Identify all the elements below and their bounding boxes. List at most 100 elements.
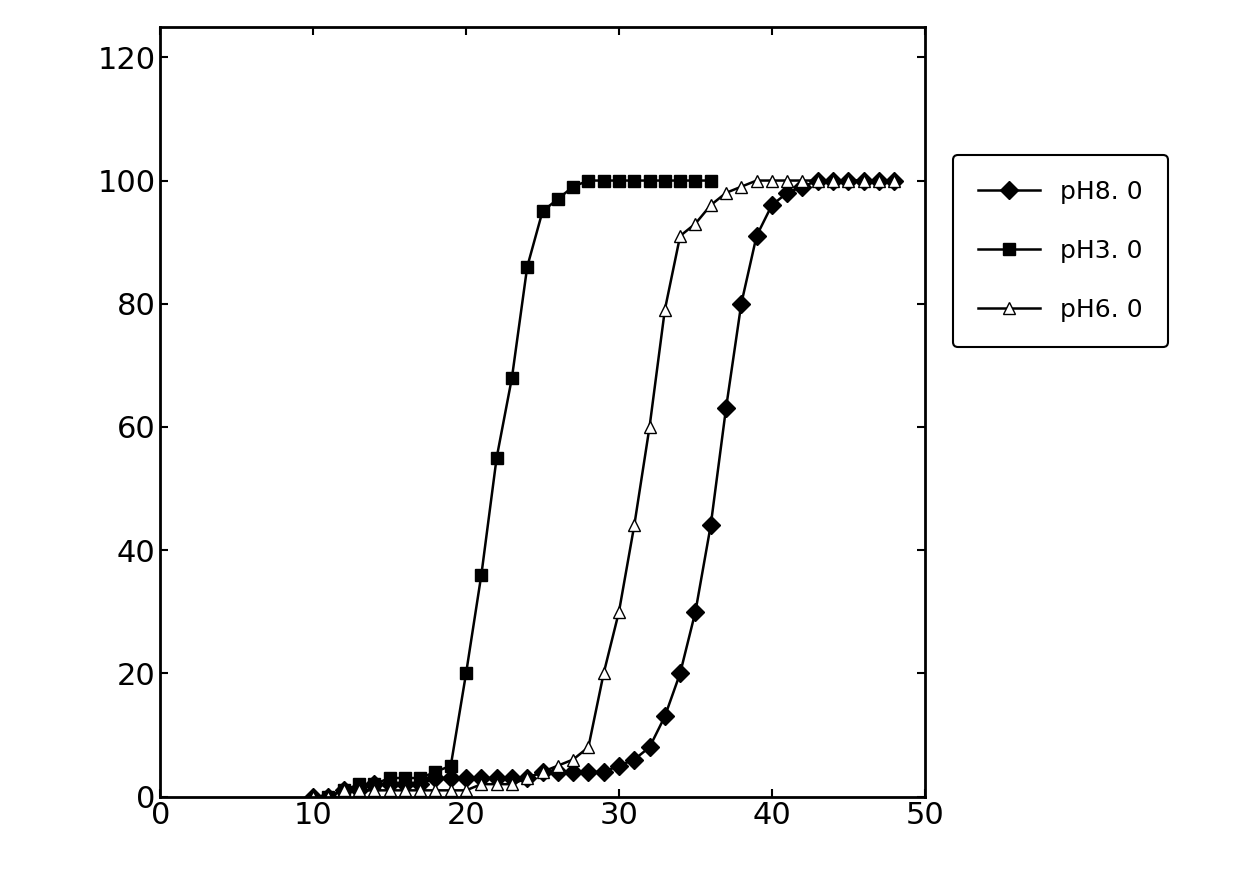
pH6. 0 bbox=[351, 785, 366, 796]
pH6. 0 bbox=[550, 760, 565, 771]
pH8. 0 bbox=[688, 606, 703, 617]
pH6. 0 bbox=[459, 785, 473, 796]
pH3. 0 bbox=[581, 175, 596, 186]
pH8. 0 bbox=[626, 754, 641, 765]
pH8. 0 bbox=[841, 175, 856, 186]
pH3. 0 bbox=[673, 175, 688, 186]
pH3. 0 bbox=[321, 791, 335, 802]
pH8. 0 bbox=[321, 791, 335, 802]
pH8. 0 bbox=[719, 404, 734, 414]
pH3. 0 bbox=[490, 452, 504, 463]
pH8. 0 bbox=[550, 766, 565, 777]
pH3. 0 bbox=[337, 785, 351, 796]
pH6. 0 bbox=[473, 779, 488, 789]
pH8. 0 bbox=[642, 742, 657, 752]
pH3. 0 bbox=[504, 373, 519, 383]
pH3. 0 bbox=[612, 175, 626, 186]
pH6. 0 bbox=[337, 785, 351, 796]
pH8. 0 bbox=[810, 175, 825, 186]
pH6. 0 bbox=[535, 766, 550, 777]
pH6. 0 bbox=[810, 175, 825, 186]
pH6. 0 bbox=[673, 231, 688, 242]
pH8. 0 bbox=[612, 760, 626, 771]
pH3. 0 bbox=[397, 773, 412, 783]
pH8. 0 bbox=[351, 785, 366, 796]
pH6. 0 bbox=[306, 791, 321, 802]
pH6. 0 bbox=[841, 175, 856, 186]
pH8. 0 bbox=[795, 181, 810, 192]
pH6. 0 bbox=[719, 188, 734, 198]
pH6. 0 bbox=[520, 773, 535, 783]
pH6. 0 bbox=[597, 668, 612, 679]
pH8. 0 bbox=[504, 773, 519, 783]
pH8. 0 bbox=[382, 779, 397, 789]
pH6. 0 bbox=[795, 175, 810, 186]
pH8. 0 bbox=[673, 668, 688, 679]
pH8. 0 bbox=[306, 791, 321, 802]
pH8. 0 bbox=[459, 773, 473, 783]
pH6. 0 bbox=[428, 785, 443, 796]
pH8. 0 bbox=[872, 175, 887, 186]
pH8. 0 bbox=[581, 766, 596, 777]
pH6. 0 bbox=[367, 785, 382, 796]
pH6. 0 bbox=[703, 200, 718, 211]
pH3. 0 bbox=[703, 175, 718, 186]
pH8. 0 bbox=[444, 773, 459, 783]
pH6. 0 bbox=[490, 779, 504, 789]
pH3. 0 bbox=[459, 668, 473, 679]
pH3. 0 bbox=[367, 779, 382, 789]
pH3. 0 bbox=[657, 175, 672, 186]
pH3. 0 bbox=[351, 779, 366, 789]
pH6. 0 bbox=[856, 175, 870, 186]
pH6. 0 bbox=[887, 175, 901, 186]
pH8. 0 bbox=[413, 779, 428, 789]
pH6. 0 bbox=[688, 219, 703, 229]
Line: pH6. 0: pH6. 0 bbox=[307, 174, 900, 803]
pH8. 0 bbox=[490, 773, 504, 783]
pH8. 0 bbox=[750, 231, 764, 242]
pH3. 0 bbox=[642, 175, 657, 186]
pH3. 0 bbox=[520, 261, 535, 272]
pH8. 0 bbox=[566, 766, 581, 777]
pH6. 0 bbox=[444, 785, 459, 796]
pH6. 0 bbox=[826, 175, 841, 186]
pH8. 0 bbox=[887, 175, 901, 186]
pH8. 0 bbox=[337, 785, 351, 796]
pH8. 0 bbox=[520, 773, 535, 783]
pH8. 0 bbox=[473, 773, 488, 783]
pH8. 0 bbox=[856, 175, 870, 186]
pH8. 0 bbox=[657, 712, 672, 722]
pH8. 0 bbox=[367, 779, 382, 789]
pH8. 0 bbox=[734, 298, 748, 309]
pH6. 0 bbox=[764, 175, 779, 186]
pH6. 0 bbox=[566, 754, 581, 765]
pH6. 0 bbox=[657, 304, 672, 315]
pH8. 0 bbox=[397, 779, 412, 789]
pH6. 0 bbox=[413, 785, 428, 796]
pH3. 0 bbox=[535, 206, 550, 217]
pH6. 0 bbox=[626, 520, 641, 531]
pH3. 0 bbox=[428, 766, 443, 777]
pH6. 0 bbox=[734, 181, 748, 192]
pH8. 0 bbox=[779, 188, 794, 198]
pH3. 0 bbox=[382, 773, 397, 783]
pH8. 0 bbox=[597, 766, 612, 777]
pH6. 0 bbox=[612, 606, 626, 617]
pH3. 0 bbox=[566, 181, 581, 192]
pH6. 0 bbox=[642, 421, 657, 432]
pH6. 0 bbox=[750, 175, 764, 186]
pH8. 0 bbox=[826, 175, 841, 186]
pH8. 0 bbox=[764, 200, 779, 211]
pH3. 0 bbox=[626, 175, 641, 186]
pH8. 0 bbox=[535, 766, 550, 777]
pH6. 0 bbox=[397, 785, 412, 796]
pH6. 0 bbox=[504, 779, 519, 789]
pH8. 0 bbox=[703, 520, 718, 531]
pH3. 0 bbox=[550, 194, 565, 204]
pH3. 0 bbox=[688, 175, 703, 186]
pH3. 0 bbox=[597, 175, 612, 186]
Line: pH8. 0: pH8. 0 bbox=[307, 174, 900, 803]
pH3. 0 bbox=[444, 760, 459, 771]
Legend: pH8. 0, pH3. 0, pH6. 0: pH8. 0, pH3. 0, pH6. 0 bbox=[953, 155, 1168, 347]
pH6. 0 bbox=[581, 742, 596, 752]
